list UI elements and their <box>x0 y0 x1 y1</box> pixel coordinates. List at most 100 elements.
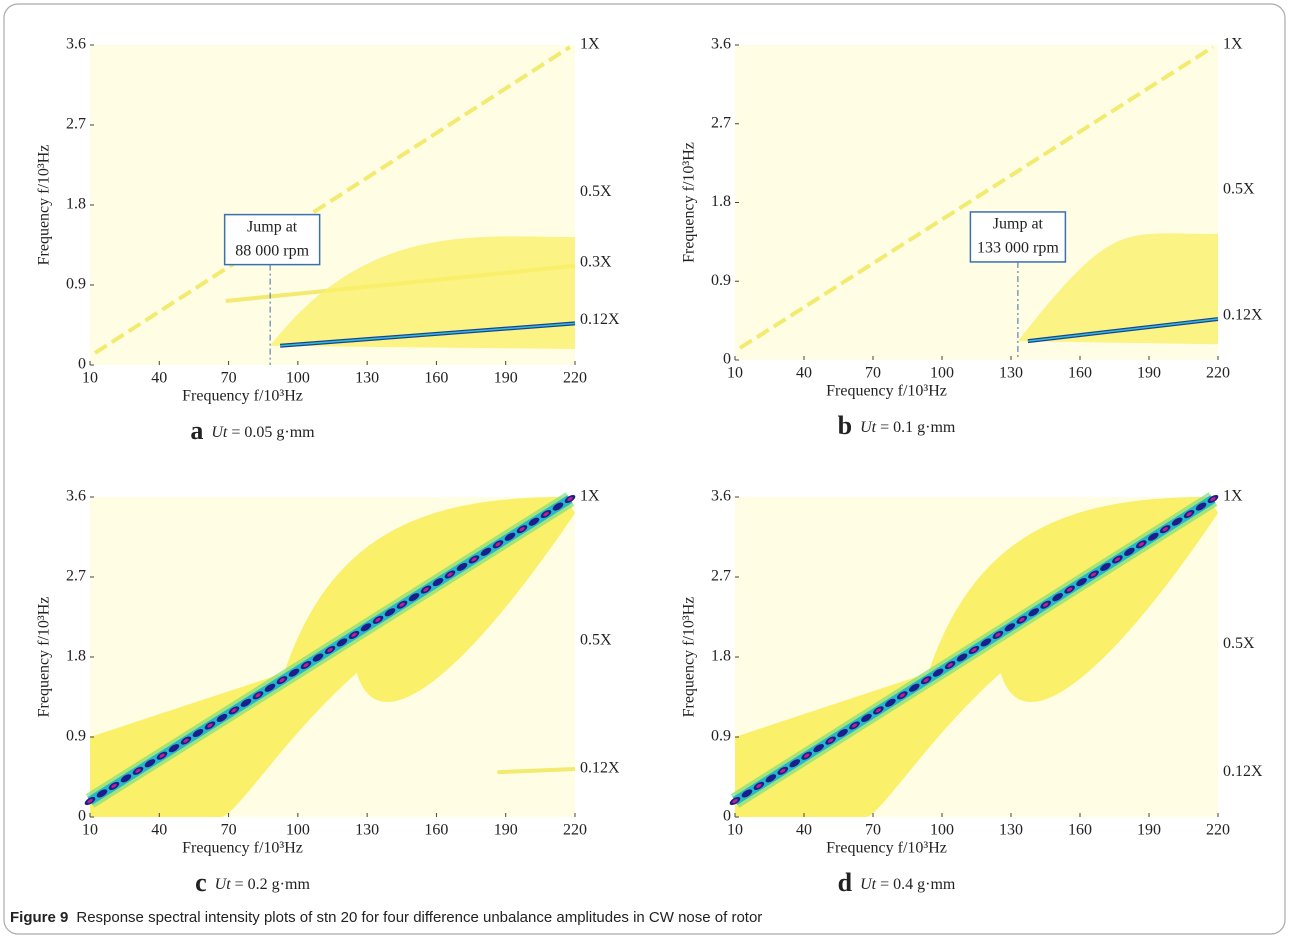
order-label: 1X <box>1223 488 1243 505</box>
spot <box>216 713 228 723</box>
annotation-box <box>969 211 1067 263</box>
panel-subtitle: a Ut = 0.05 g·mm <box>190 416 315 445</box>
spot <box>144 759 156 768</box>
spot-core <box>567 496 573 502</box>
spot-core <box>87 798 93 804</box>
annotation-text: 133 000 rpm <box>977 240 1059 257</box>
panel-label: a <box>190 416 203 445</box>
annotation-text: Jump at <box>993 216 1044 233</box>
spot <box>552 502 564 511</box>
spot <box>432 577 444 587</box>
spot <box>1004 623 1016 632</box>
spot <box>1124 547 1135 556</box>
spot-core <box>303 663 309 668</box>
spot-core <box>827 738 834 743</box>
panel-label: d <box>838 868 853 897</box>
x-axis-label: Frequency f/10³Hz <box>182 388 303 405</box>
caption-text: Response spectral intensity plots of stn… <box>76 909 762 926</box>
spot <box>1076 577 1087 587</box>
x-tick-label: 190 <box>1137 822 1161 839</box>
ridge-012x-core <box>280 322 576 347</box>
x-tick-label: 220 <box>1206 365 1230 382</box>
y-axis-label: Frequency f/10³Hz <box>681 142 698 263</box>
x-tick-label: 10 <box>727 365 743 382</box>
panel-label: b <box>838 411 852 440</box>
y-tick-label: 0 <box>78 356 86 373</box>
spot <box>504 532 516 541</box>
order-label: 0.12X <box>1223 763 1263 780</box>
spot-core <box>135 768 141 773</box>
spot <box>1147 532 1159 541</box>
spot <box>932 668 944 677</box>
spot <box>120 774 132 783</box>
spot-core <box>327 647 333 653</box>
y-tick-label: 2.7 <box>66 116 86 133</box>
spot <box>789 759 801 768</box>
y-tick-label: 1.8 <box>711 193 731 210</box>
spot-core <box>255 693 261 698</box>
ridge-012x <box>497 767 576 775</box>
spot-core <box>543 512 549 517</box>
order-label: 1X <box>580 36 600 53</box>
x-axis-label: Frequency f/10³Hz <box>182 840 303 857</box>
y-tick-label: 1.8 <box>66 648 86 665</box>
y-tick-label: 0.9 <box>711 272 731 289</box>
spot <box>1100 562 1111 572</box>
spot-core <box>183 738 189 743</box>
x-tick-label: 160 <box>1068 365 1092 382</box>
spot-core <box>423 587 429 592</box>
panel-param-value: = 0.4 g·mm <box>880 876 956 893</box>
order-label: 1X <box>580 488 600 505</box>
annotation-text: 88 000 rpm <box>235 242 309 259</box>
x-tick-label: 70 <box>865 822 881 839</box>
y-axis-label: Frequency f/10³Hz <box>36 145 53 266</box>
x-tick-label: 10 <box>82 822 98 839</box>
y-tick-label: 0.9 <box>66 276 86 293</box>
y-axis-label: Frequency f/10³Hz <box>36 597 53 718</box>
panel-subtitle: d Ut = 0.4 g·mm <box>838 868 956 897</box>
spot-core <box>804 753 810 758</box>
spot <box>456 562 468 572</box>
spot-core <box>1210 496 1216 502</box>
x-tick-label: 130 <box>355 822 379 839</box>
x-tick-label: 220 <box>1206 822 1230 839</box>
panel-param-value: = 0.05 g·mm <box>231 424 315 441</box>
x-tick-label: 190 <box>1137 365 1161 382</box>
spot-core <box>1162 527 1168 532</box>
x-tick-label: 160 <box>424 822 448 839</box>
spot <box>837 728 848 738</box>
order-label: 0.5X <box>580 183 612 200</box>
y-tick-label: 2.7 <box>711 568 731 585</box>
caption: Figure 9 Response spectral intensity plot… <box>10 909 762 926</box>
x-tick-label: 10 <box>727 822 743 839</box>
y-tick-label: 3.6 <box>66 488 86 505</box>
spot <box>336 638 348 647</box>
spot <box>1171 517 1183 526</box>
x-tick-label: 100 <box>930 365 954 382</box>
spot-core <box>231 708 237 713</box>
spot <box>861 713 872 723</box>
spot-core <box>447 572 453 577</box>
spot-core <box>279 678 285 683</box>
order-label: 0.5X <box>1223 635 1255 652</box>
spot <box>908 683 920 692</box>
spot <box>1195 502 1207 511</box>
panel-param: Ut <box>211 424 228 441</box>
spot-core <box>495 542 501 547</box>
spot <box>528 517 540 526</box>
y-tick-label: 0 <box>723 351 731 368</box>
annotation-text: Jump at <box>247 218 298 235</box>
y-axis-label: Frequency f/10³Hz <box>681 597 698 718</box>
spot <box>765 774 777 783</box>
panel: 10 40 70 100 130 160 190 220 0 0.9 1.8 2.7 3.6 Freque… <box>36 36 620 445</box>
x-tick-label: 40 <box>151 370 167 387</box>
spot <box>1052 593 1063 602</box>
ridge-1x <box>93 45 572 355</box>
x-axis-label: Frequency f/10³Hz <box>826 840 947 857</box>
x-tick-label: 70 <box>221 822 237 839</box>
spot-core <box>851 723 858 728</box>
order-label: 0.5X <box>1223 181 1255 198</box>
ridge-1x <box>738 45 1215 350</box>
caption-label: Figure 9 <box>10 909 68 926</box>
spot <box>360 623 372 632</box>
